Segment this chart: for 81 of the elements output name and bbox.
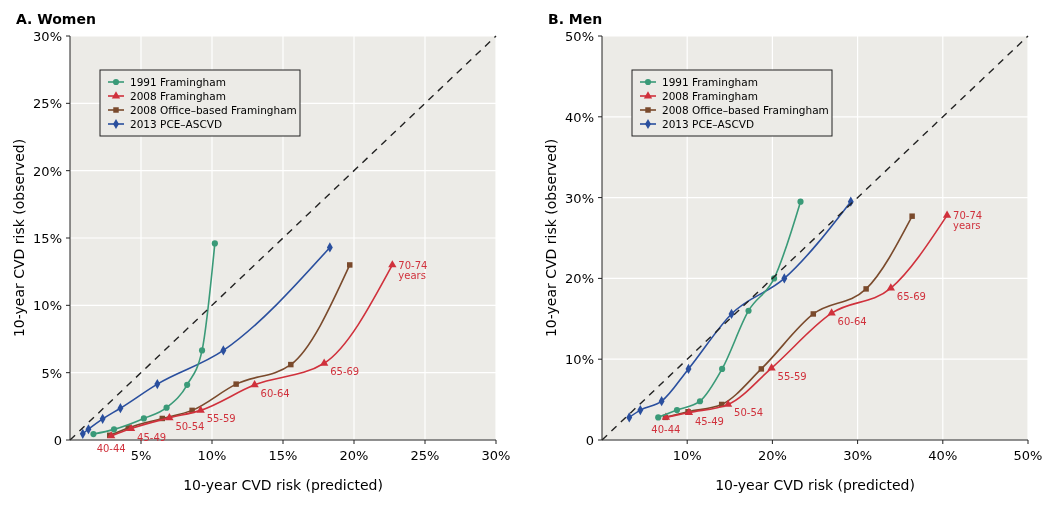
point	[165, 412, 174, 421]
point	[723, 399, 733, 407]
legend-label: 2008 Framingham	[662, 90, 758, 102]
x-axis-title: 10-year CVD risk (predicted)	[183, 477, 383, 493]
annotation: 45-49	[137, 431, 167, 443]
point	[745, 307, 752, 314]
legend-label: 2008 Framingham	[130, 90, 226, 102]
x-axis-title: 10-year CVD risk (predicted)	[715, 477, 915, 493]
point	[797, 198, 804, 205]
y-tick-label: 20%	[33, 163, 62, 179]
x-tick-label: 20%	[757, 448, 787, 463]
point	[211, 240, 218, 247]
chart-title: B. Men	[548, 11, 603, 27]
point	[126, 423, 136, 431]
point	[198, 347, 206, 354]
point	[719, 365, 726, 372]
point	[140, 415, 147, 422]
y-tick-label: 30%	[33, 29, 62, 44]
y-tick-label: 20%	[565, 271, 594, 287]
x-tick-label: 10%	[197, 448, 227, 463]
y-tick-label: 40%	[565, 109, 594, 125]
point	[909, 213, 915, 219]
annotation: 55-59	[777, 371, 807, 383]
point	[673, 407, 681, 414]
point	[696, 398, 704, 405]
point	[655, 414, 662, 421]
point	[163, 404, 170, 411]
annotation: 65-69	[330, 366, 360, 378]
point	[288, 361, 294, 368]
annotation: 70-74 years	[398, 259, 428, 281]
legend-label: 2008 Office–based Framingham	[130, 104, 297, 116]
point	[184, 381, 191, 388]
point	[196, 405, 205, 413]
legend-label: 2013 PCE–ASCVD	[662, 118, 755, 130]
annotation: 40-44	[96, 442, 126, 454]
legend-label: 1991 Framingham	[662, 76, 758, 88]
chart-title: A. Women	[16, 11, 96, 27]
annotation: 60-64	[260, 387, 290, 399]
legend-label: 2013 PCE–ASCVD	[130, 118, 223, 130]
x-tick-label: 30%	[843, 448, 873, 463]
y-tick-label: 25%	[33, 96, 62, 112]
x-tick-label: 40%	[928, 448, 958, 463]
y-tick-label: 30%	[565, 190, 594, 206]
y-tick-label: 15%	[33, 231, 62, 246]
x-tick-label: 10%	[672, 448, 702, 463]
point	[827, 308, 836, 316]
annotation: 55-59	[206, 413, 236, 425]
point	[810, 311, 817, 317]
annotation: 45-49	[694, 415, 724, 427]
point	[320, 358, 329, 366]
y-axis-title: 10-year CVD risk (observed)	[543, 138, 559, 338]
point	[347, 262, 353, 268]
annotation: 50-54	[734, 407, 764, 419]
x-tick-label: 25%	[410, 448, 440, 463]
legend-label: 2008 Office–based Framingham	[662, 104, 829, 116]
point	[233, 381, 239, 387]
point	[110, 426, 118, 433]
x-tick-label: 20%	[339, 448, 369, 463]
point	[250, 379, 259, 388]
x-tick-label: 5%	[130, 448, 152, 463]
x-tick-label: 15%	[268, 448, 298, 463]
point	[90, 430, 97, 438]
y-tick-label: 0	[585, 433, 594, 448]
x-tick-label: 50%	[1013, 448, 1043, 463]
annotation: 50-54	[175, 420, 205, 432]
annotation: 40-44	[651, 424, 681, 436]
y-axis-title: 10-year CVD risk (observed)	[11, 138, 27, 338]
point	[388, 260, 397, 268]
point	[863, 286, 869, 292]
annotation: 70-74 years	[953, 210, 983, 232]
annotation: 65-69	[896, 291, 926, 303]
annotation: 60-64	[837, 316, 867, 328]
point	[942, 210, 952, 218]
y-tick-label: 0	[53, 433, 62, 448]
y-tick-label: 5%	[41, 365, 62, 381]
point	[758, 366, 765, 372]
legend-label: 1991 Framingham	[130, 76, 226, 88]
x-tick-label: 30%	[481, 448, 511, 463]
y-tick-label: 10%	[33, 298, 62, 314]
y-tick-label: 50%	[565, 29, 594, 44]
y-tick-label: 10%	[565, 352, 594, 368]
